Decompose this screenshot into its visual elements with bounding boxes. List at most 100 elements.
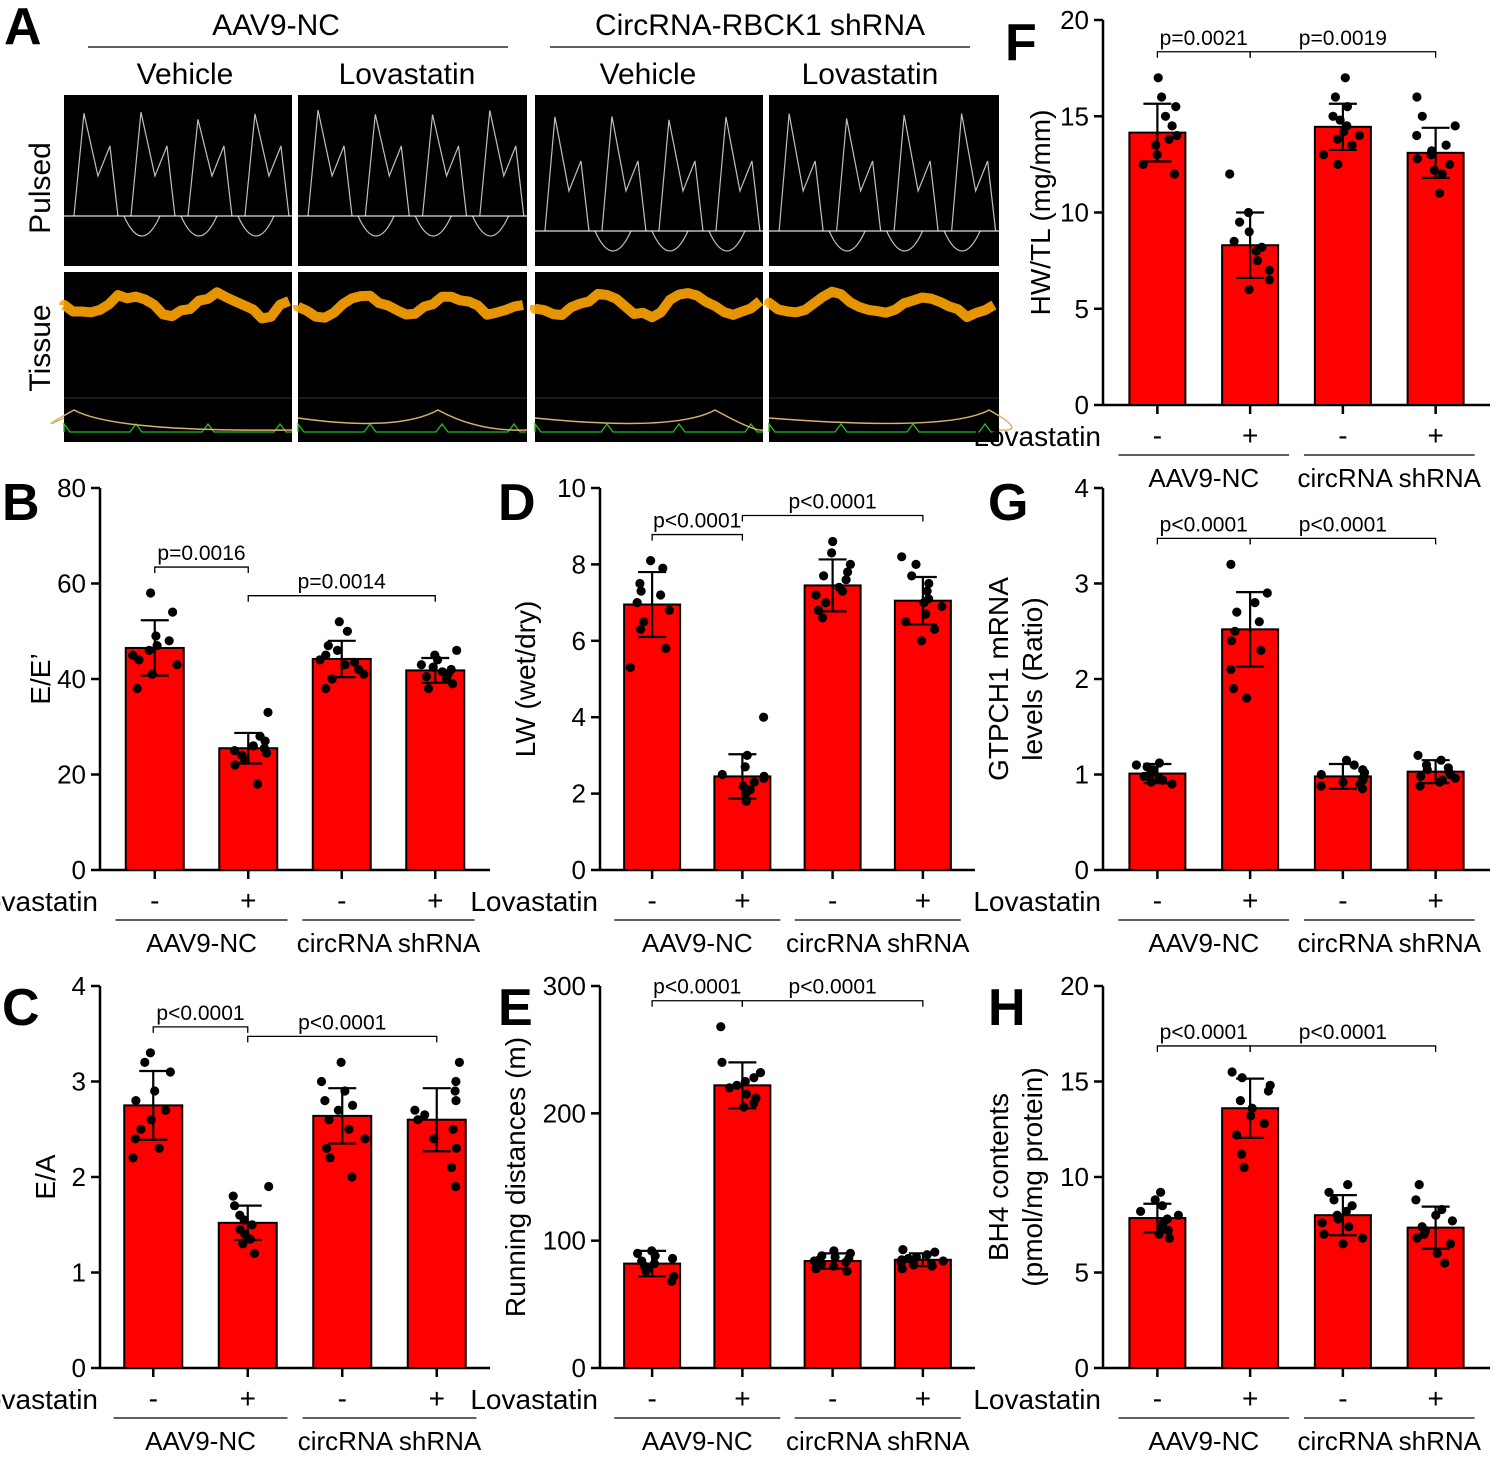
treatment-sign: +	[429, 1383, 445, 1414]
data-point	[813, 605, 824, 615]
y-tick-label: 4	[72, 971, 86, 1001]
bar	[311, 657, 372, 871]
data-point	[1227, 1067, 1237, 1077]
treatment-sign: -	[1153, 420, 1162, 451]
data-point	[347, 1172, 357, 1182]
data-point	[755, 1068, 766, 1078]
treatment-sign: +	[734, 885, 750, 916]
y-tick-label: 4	[572, 702, 586, 732]
data-point	[164, 636, 174, 646]
respiration-trace	[50, 409, 293, 431]
p-value-label: p=0.0014	[298, 571, 386, 594]
data-point	[1247, 1103, 1257, 1113]
data-point	[1332, 134, 1343, 144]
data-point	[134, 655, 144, 665]
data-point	[821, 598, 831, 608]
data-point	[817, 613, 828, 623]
data-point	[1235, 1096, 1245, 1106]
data-point	[922, 586, 932, 596]
data-point	[1347, 140, 1357, 150]
data-point	[1136, 1206, 1146, 1216]
panel-letter: E	[498, 979, 533, 1037]
data-point	[1319, 1229, 1329, 1239]
data-point	[1259, 1118, 1269, 1129]
data-point	[668, 1253, 678, 1264]
data-point	[901, 617, 911, 627]
significance-bracket	[154, 566, 249, 574]
data-point	[809, 1256, 819, 1266]
data-point	[1164, 1233, 1175, 1243]
bar	[405, 669, 466, 872]
bar	[893, 599, 952, 871]
y-axis-label: E/A	[30, 1154, 61, 1199]
group-label: AAV9-NC	[1148, 928, 1259, 958]
data-point	[1339, 127, 1349, 137]
treatment-sign: +	[240, 1383, 256, 1414]
group-label: circRNA shRNA	[298, 1426, 482, 1456]
data-point	[841, 1257, 851, 1267]
data-point	[172, 660, 182, 670]
bar	[713, 1084, 772, 1369]
data-point	[1167, 121, 1177, 131]
data-point	[238, 1239, 248, 1249]
data-point	[1246, 1111, 1256, 1121]
bar	[1406, 151, 1465, 406]
data-point	[1263, 1086, 1273, 1096]
data-point	[907, 571, 917, 581]
pulsed-doppler-image	[535, 95, 763, 266]
data-point	[919, 598, 929, 608]
data-point	[1344, 1222, 1354, 1232]
data-point	[636, 586, 646, 596]
data-point	[741, 1089, 752, 1099]
panel-letter: H	[988, 979, 1026, 1037]
y-tick-label: 10	[557, 473, 586, 503]
group-header-circrna: CircRNA-RBCK1 shRNA	[595, 9, 925, 42]
y-tick-label: 60	[57, 569, 86, 599]
data-point	[1343, 1180, 1353, 1190]
bar	[406, 1118, 467, 1369]
group-label: circRNA shRNA	[786, 1426, 970, 1456]
group-label: circRNA shRNA	[1298, 463, 1482, 493]
data-point	[1169, 169, 1180, 179]
y-tick-label: 15	[1060, 1067, 1089, 1097]
treatment-sign: +	[427, 885, 443, 916]
group-label: AAV9-NC	[1148, 463, 1259, 493]
data-point	[452, 645, 462, 656]
pulsed-doppler-image	[64, 95, 292, 266]
bar	[217, 1221, 278, 1369]
y-axis-label: levels (Ratio)	[1017, 597, 1048, 760]
p-value-label: p<0.0001	[1160, 1021, 1248, 1044]
data-point	[1228, 683, 1239, 694]
data-point	[740, 762, 750, 772]
p-value-label: p<0.0001	[653, 510, 741, 533]
data-point	[128, 1153, 138, 1163]
y-tick-label: 1	[1075, 760, 1089, 790]
data-point	[1447, 1216, 1457, 1226]
data-point	[649, 1259, 660, 1269]
data-point	[1330, 92, 1340, 102]
treatment-sign: +	[734, 1383, 750, 1414]
data-point	[1226, 559, 1236, 570]
data-point	[1264, 275, 1275, 285]
data-point	[1413, 750, 1423, 761]
y-tick-label: 80	[57, 473, 86, 503]
bar	[124, 646, 185, 872]
panel-letter: C	[2, 979, 40, 1037]
tissue-doppler-image	[64, 272, 292, 442]
group-label: AAV9-NC	[1148, 1426, 1259, 1456]
respiration-trace	[534, 409, 764, 431]
data-point	[922, 1250, 932, 1260]
panel-d-lung-wet-dry-chart: D LW (wet/dry) 0 2 4 6 8 10 p<0.0001 p<0.0001 Lova…	[470, 473, 975, 958]
data-point	[344, 1124, 354, 1134]
p-value-label: p=0.0019	[1299, 27, 1387, 50]
data-point	[1338, 777, 1348, 787]
data-point	[161, 1105, 171, 1115]
p-value-label: p<0.0001	[789, 490, 877, 513]
treatment-sign: -	[647, 1383, 656, 1414]
treatment-sign: -	[828, 1383, 837, 1414]
data-point	[1445, 159, 1455, 169]
panel-b-ee-ratio-chart: B E/E’ 0 20 40 60 80 p=0.0016 p=0.0014 Lovastatin…	[0, 473, 490, 958]
data-point	[146, 588, 156, 598]
p-value-label: p<0.0001	[156, 1002, 244, 1025]
data-point	[413, 1115, 423, 1125]
